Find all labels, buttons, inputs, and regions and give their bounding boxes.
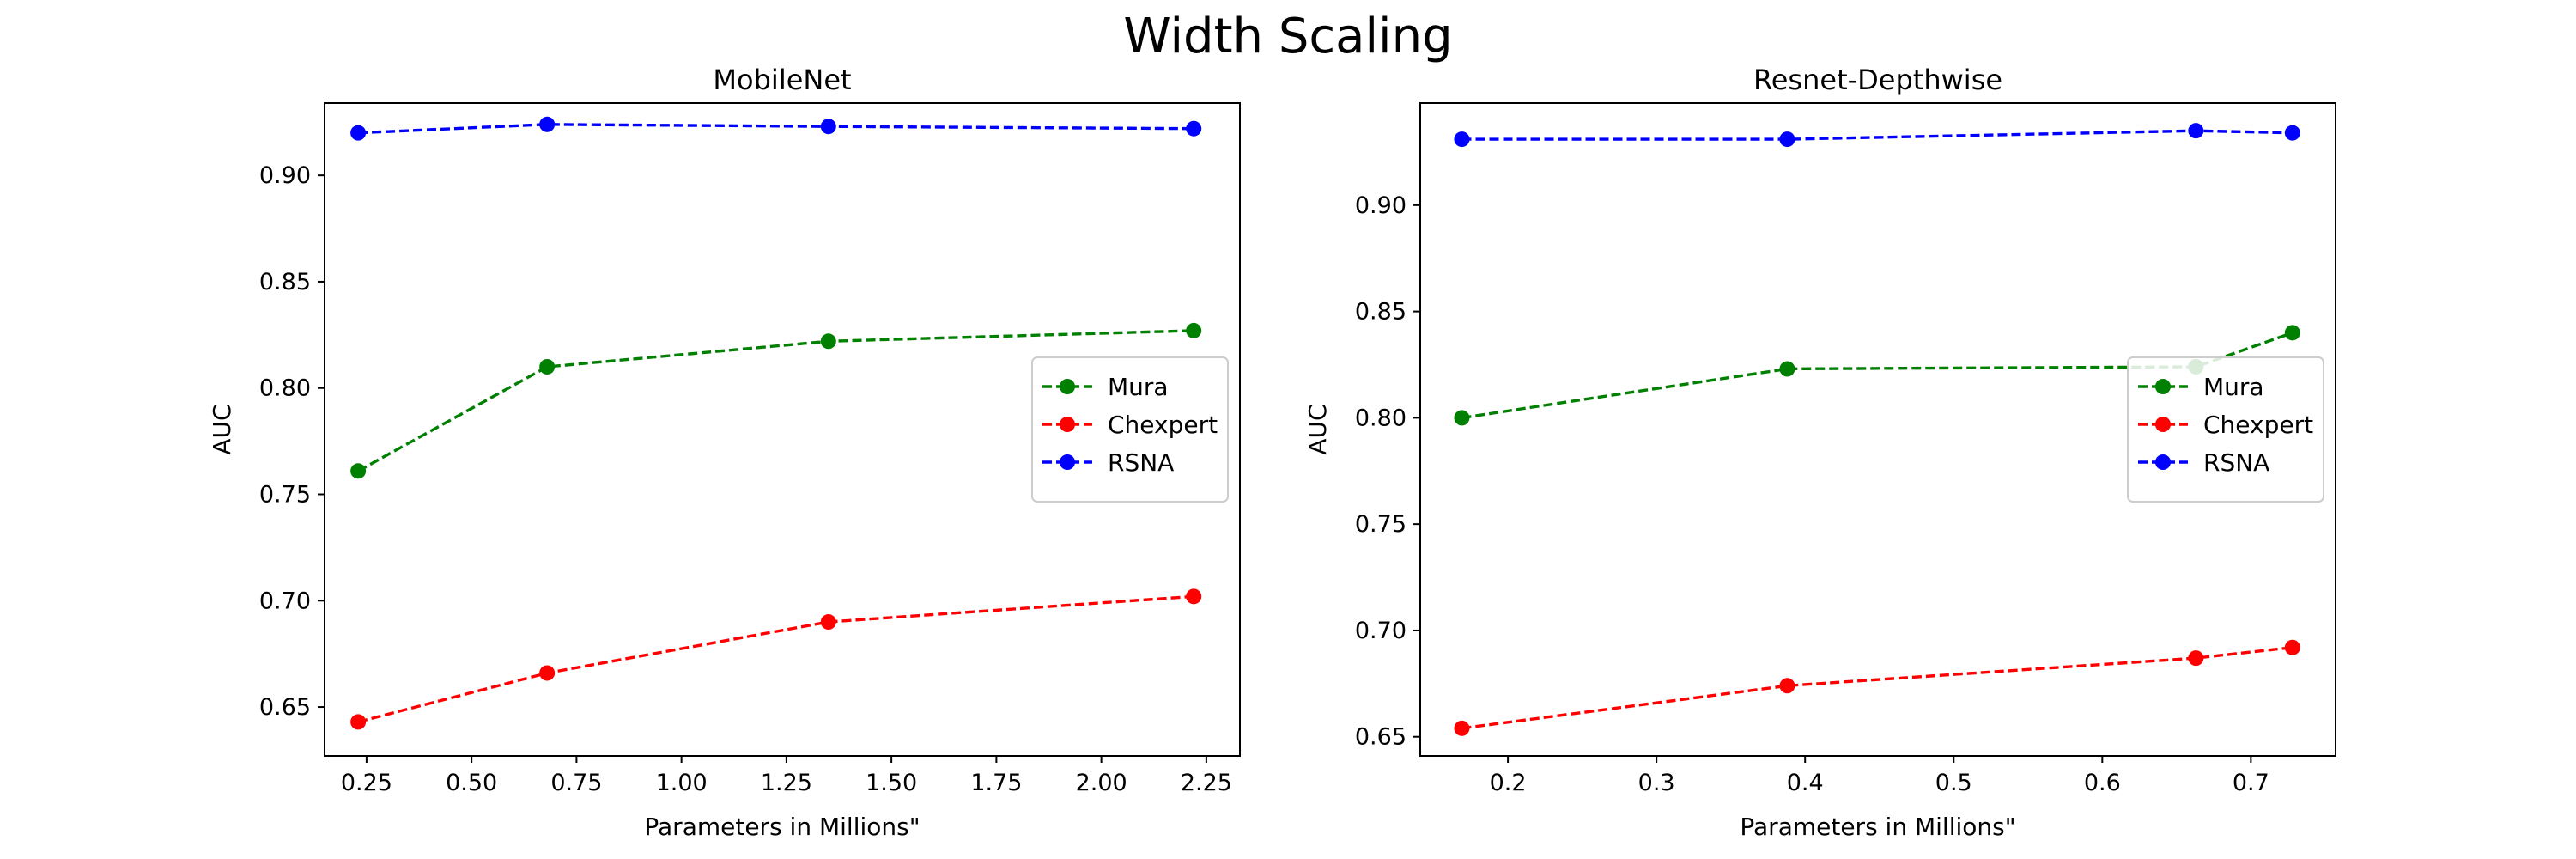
y-tick-label: 0.85 [259,269,311,295]
x-tick-label: 0.75 [550,770,602,796]
y-tick-label: 0.65 [1355,724,1406,751]
x-tick-label: 1.25 [761,770,812,796]
chart-panel-2: Resnet-Depthwise 0.2 0.3 0.4 0.5 0.6 0.7 0.65 0.… [1303,64,2336,841]
x-tick-label: 0.25 [341,770,392,796]
legend-marker-rsna [1060,454,1075,470]
plot-frame [324,102,1241,757]
data-point-rsna [1186,120,1202,137]
legend-marker-rsna [2155,454,2171,470]
x-tick-label: 0.4 [1787,770,1824,796]
legend-label-rsna: RSNA [1108,448,1174,477]
data-point-mura [1779,361,1795,377]
x-tick-label: 0.2 [1490,770,1527,796]
x-tick-label: 0.3 [1638,770,1675,796]
x-tick-label: 2.00 [1076,770,1127,796]
legend-label-mura: Mura [2203,373,2264,401]
x-tick-label: 1.50 [866,770,917,796]
data-point-chexpert [2188,650,2204,667]
data-point-chexpert [820,614,836,631]
data-point-mura [2284,325,2300,341]
series-line-rsna [1461,129,2293,141]
x-tick-label: 0.50 [446,770,497,796]
data-point-mura [1186,322,1202,338]
data-point-chexpert [1779,678,1795,694]
data-point-rsna [1779,131,1795,148]
data-point-rsna [2188,123,2204,139]
series-line-mura [357,329,1194,472]
chart-title: MobileNet [713,64,851,96]
legend-marker-mura [2155,379,2171,394]
data-point-rsna [350,125,367,141]
legend: Mura Chexpert RSNA [1031,356,1229,503]
legend-label-mura: Mura [1108,373,1169,401]
x-tick-label: 1.00 [656,770,708,796]
y-tick-label: 0.70 [259,588,311,614]
series-line-rsna [358,123,1194,135]
figure-title: Width Scaling [1123,9,1453,64]
y-axis-label: AUC [208,404,236,454]
data-point-mura [1454,410,1470,426]
legend-label-rsna: RSNA [2203,448,2269,477]
data-point-chexpert [539,665,556,681]
data-point-chexpert [1454,720,1470,736]
data-point-chexpert [1186,588,1202,605]
x-tick-label: 0.6 [2084,770,2121,796]
chart-title: Resnet-Depthwise [1753,64,2002,96]
legend-label-chexpert: Chexpert [2203,411,2313,439]
legend-label-chexpert: Chexpert [1108,411,1218,439]
legend-box [1031,356,1229,503]
data-point-mura [820,333,836,350]
data-point-rsna [539,116,556,132]
y-tick-label: 0.90 [259,162,311,189]
y-tick-label: 0.70 [1355,618,1406,644]
x-axis-label: Parameters in Millions" [644,813,920,841]
y-tick-label: 0.75 [1355,511,1406,538]
y-tick-label: 0.75 [259,482,311,509]
legend: Mura Chexpert RSNA [2127,356,2324,503]
data-point-rsna [1454,131,1470,148]
legend-box [2127,356,2324,503]
x-tick-label: 0.5 [1935,770,1972,796]
x-axis-label: Parameters in Millions" [1740,813,2015,841]
data-point-rsna [820,119,836,135]
x-tick-label: 0.7 [2233,770,2269,796]
y-tick-label: 0.90 [1355,192,1406,219]
plot-frame [1419,102,2336,757]
y-tick-label: 0.80 [1355,405,1406,431]
y-axis-label: AUC [1303,404,1332,454]
legend-marker-mura [1060,379,1075,394]
data-point-rsna [2284,125,2300,141]
series-line-chexpert [1461,646,2293,730]
data-point-mura [350,463,367,479]
y-tick-label: 0.80 [259,375,311,402]
y-tick-label: 0.85 [1355,299,1406,326]
x-tick-label: 2.25 [1181,770,1232,796]
y-tick-label: 0.65 [259,694,311,721]
series-line-mura [1461,331,2293,420]
legend-marker-chexpert [2155,417,2171,432]
data-point-chexpert [350,714,367,730]
x-tick-label: 1.75 [970,770,1022,796]
series-line-chexpert [357,594,1194,724]
legend-marker-chexpert [1060,417,1075,432]
chart-panel-1: MobileNet 0.25 0.50 0.75 1.00 1.25 1.50 1.75 2.0… [208,64,1241,841]
data-point-chexpert [2284,639,2300,655]
data-point-mura [539,358,556,375]
